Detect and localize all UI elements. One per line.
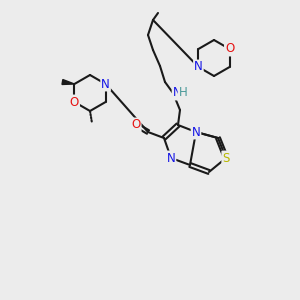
Text: N: N [194, 61, 203, 74]
Text: N: N [167, 152, 176, 164]
Text: O: O [225, 43, 234, 56]
Text: N: N [101, 77, 110, 91]
Text: O: O [131, 118, 141, 131]
Text: S: S [222, 152, 230, 164]
Text: O: O [70, 95, 79, 109]
Text: N: N [192, 125, 200, 139]
Text: H: H [178, 86, 188, 100]
Polygon shape [62, 80, 74, 85]
Text: N: N [172, 86, 182, 100]
